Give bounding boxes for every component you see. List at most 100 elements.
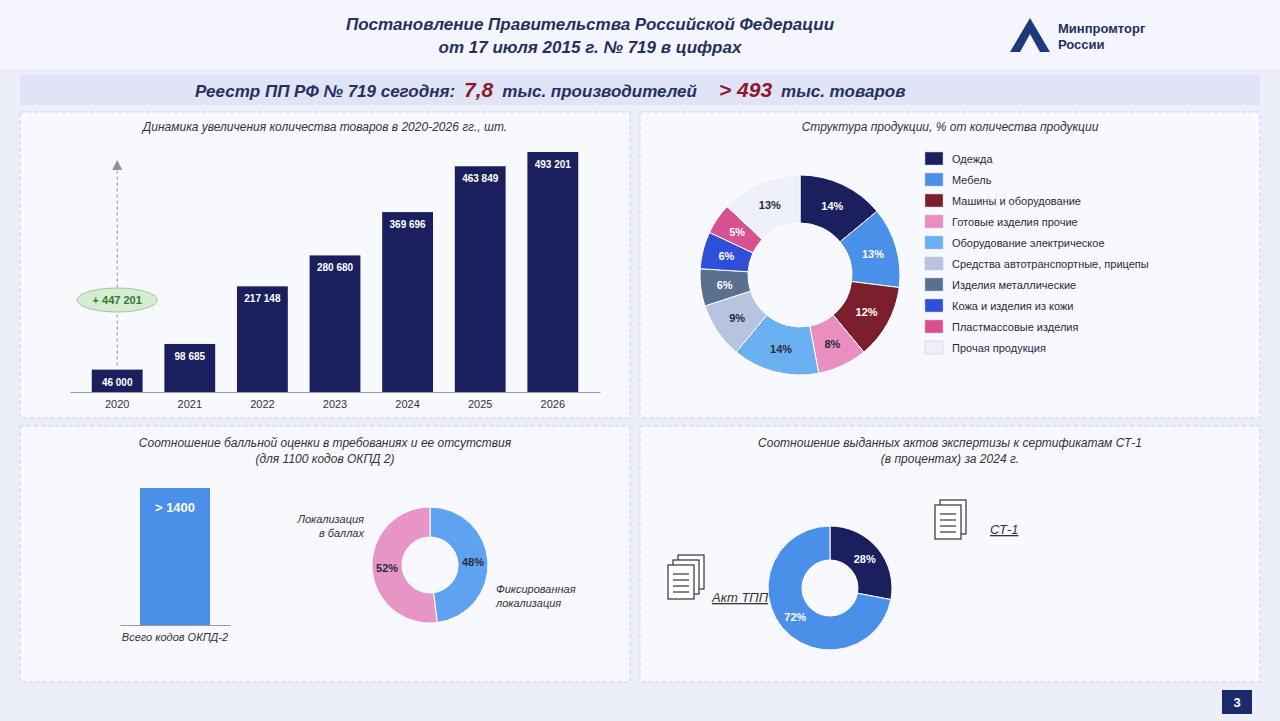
legend-swatch bbox=[925, 152, 943, 165]
legend-label: Оборудование электрическое bbox=[952, 237, 1105, 249]
data-label: 52% bbox=[376, 562, 398, 574]
bar bbox=[164, 344, 215, 392]
page-number-box bbox=[1222, 690, 1252, 714]
tick: 2022 bbox=[250, 392, 274, 410]
annotation-oval bbox=[77, 288, 157, 312]
bar bbox=[140, 488, 210, 625]
axis-line bbox=[71, 392, 601, 393]
data-label: 8% bbox=[824, 338, 840, 350]
legend-label: Машины и оборудование bbox=[952, 195, 1081, 207]
legend-swatch bbox=[925, 320, 943, 333]
category-label: СТ-1 bbox=[990, 522, 1018, 537]
legend-label: Кожа и изделия из кожи bbox=[952, 300, 1074, 312]
legend-label: Готовые изделия прочие bbox=[952, 216, 1078, 228]
document-line bbox=[940, 525, 956, 526]
data-label: 6% bbox=[718, 250, 734, 262]
legend-swatch bbox=[925, 257, 943, 270]
legend-swatch bbox=[925, 173, 943, 186]
slice bbox=[830, 526, 892, 600]
x-axis: 2020 2021 2022 2023 2024 2025 2026 bbox=[71, 392, 601, 410]
data-label: 14% bbox=[770, 343, 792, 355]
data-label: > 1400 bbox=[155, 500, 195, 515]
logo-icon bbox=[1010, 18, 1050, 52]
bar bbox=[527, 152, 578, 392]
legend-swatch bbox=[925, 236, 943, 249]
slice bbox=[430, 507, 488, 623]
legend-label: Прочая продукция bbox=[952, 342, 1046, 354]
tick-label: 2021 bbox=[178, 398, 202, 410]
data-label: 72% bbox=[784, 611, 806, 623]
slide-svg: Постановление Правительства Российской Ф… bbox=[0, 0, 1280, 721]
data-label: 280 680 bbox=[317, 262, 354, 273]
data-label: 48% bbox=[462, 556, 484, 568]
legend-label: Пластмассовые изделия bbox=[952, 321, 1079, 333]
data-label: 463 849 bbox=[462, 173, 499, 184]
tick: 2026 bbox=[541, 392, 565, 410]
chart-title: Динамика увеличения количества товаров в… bbox=[141, 120, 507, 134]
tick: 2020 bbox=[105, 392, 129, 410]
slice bbox=[727, 175, 800, 239]
data-label: 9% bbox=[729, 312, 745, 324]
page-number: 3 bbox=[1233, 695, 1240, 710]
donut bbox=[372, 507, 488, 623]
data-label: 28% bbox=[854, 553, 876, 565]
document-line bbox=[940, 531, 956, 532]
tick-label: 2022 bbox=[250, 398, 274, 410]
legend-swatch bbox=[925, 299, 943, 312]
category-label: Локализацияв баллах bbox=[296, 513, 364, 539]
slice bbox=[768, 526, 891, 650]
logo-text: России bbox=[1058, 37, 1105, 52]
donut bbox=[768, 526, 892, 650]
document-sheet bbox=[935, 505, 961, 539]
data-label: 98 685 bbox=[174, 351, 205, 362]
document-line bbox=[673, 591, 689, 592]
chart-subtitle: (в процентах) за 2024 г. bbox=[881, 452, 1019, 466]
registry-band bbox=[20, 75, 1260, 105]
chart-title: Соотношение балльной оценки в требования… bbox=[139, 436, 512, 450]
panel bbox=[20, 112, 630, 418]
tick: Всего кодов ОКПД-2 bbox=[122, 625, 228, 643]
axis-line bbox=[121, 625, 231, 626]
registry-text: > 493 bbox=[719, 78, 772, 101]
tick-label: 2023 bbox=[323, 398, 347, 410]
bar bbox=[382, 212, 433, 392]
document-icon bbox=[935, 500, 966, 539]
legend-swatch bbox=[925, 215, 943, 228]
chart-subtitle: (для 1100 кодов ОКПД 2) bbox=[255, 452, 394, 466]
slice bbox=[810, 315, 864, 373]
data-label: 14% bbox=[821, 200, 843, 212]
document-line bbox=[673, 585, 689, 586]
annotation-arrowhead bbox=[112, 160, 122, 170]
bars bbox=[92, 152, 578, 392]
data-label: 217 148 bbox=[244, 293, 281, 304]
tick-label: Всего кодов ОКПД-2 bbox=[122, 631, 228, 643]
chart-title: Соотношение выданных актов экспертизы к … bbox=[758, 436, 1142, 450]
chart-title: Структура продукции, % от количества про… bbox=[802, 120, 1099, 134]
tick-label: 2020 bbox=[105, 398, 129, 410]
bar bbox=[237, 286, 288, 392]
legend-swatch bbox=[925, 194, 943, 207]
tick: 2024 bbox=[395, 392, 419, 410]
category-label: Акт ТПП bbox=[711, 590, 769, 605]
x-axis: Всего кодов ОКПД-2 bbox=[121, 625, 231, 643]
document-line bbox=[673, 579, 689, 580]
bar bbox=[455, 166, 506, 392]
donut bbox=[700, 175, 900, 375]
tick: 2023 bbox=[323, 392, 347, 410]
panel bbox=[20, 426, 630, 682]
tick: 2021 bbox=[178, 392, 202, 410]
legend-label: Средства автотранспортные, прицепы bbox=[952, 258, 1149, 270]
document-line bbox=[673, 573, 689, 574]
slice bbox=[840, 211, 900, 287]
category-label-line: в баллах bbox=[319, 527, 365, 539]
category-label: Фиксированнаялокализация bbox=[495, 583, 576, 609]
document-icon bbox=[668, 555, 704, 599]
category-label-line: Фиксированная bbox=[496, 583, 576, 595]
tick-label: 2025 bbox=[468, 398, 492, 410]
document-sheet bbox=[668, 565, 694, 599]
legend-label: Мебель bbox=[952, 174, 992, 186]
data-label: 5% bbox=[729, 226, 745, 238]
legend-swatch bbox=[925, 341, 943, 354]
data-label: 13% bbox=[862, 248, 884, 260]
panel bbox=[640, 112, 1260, 418]
